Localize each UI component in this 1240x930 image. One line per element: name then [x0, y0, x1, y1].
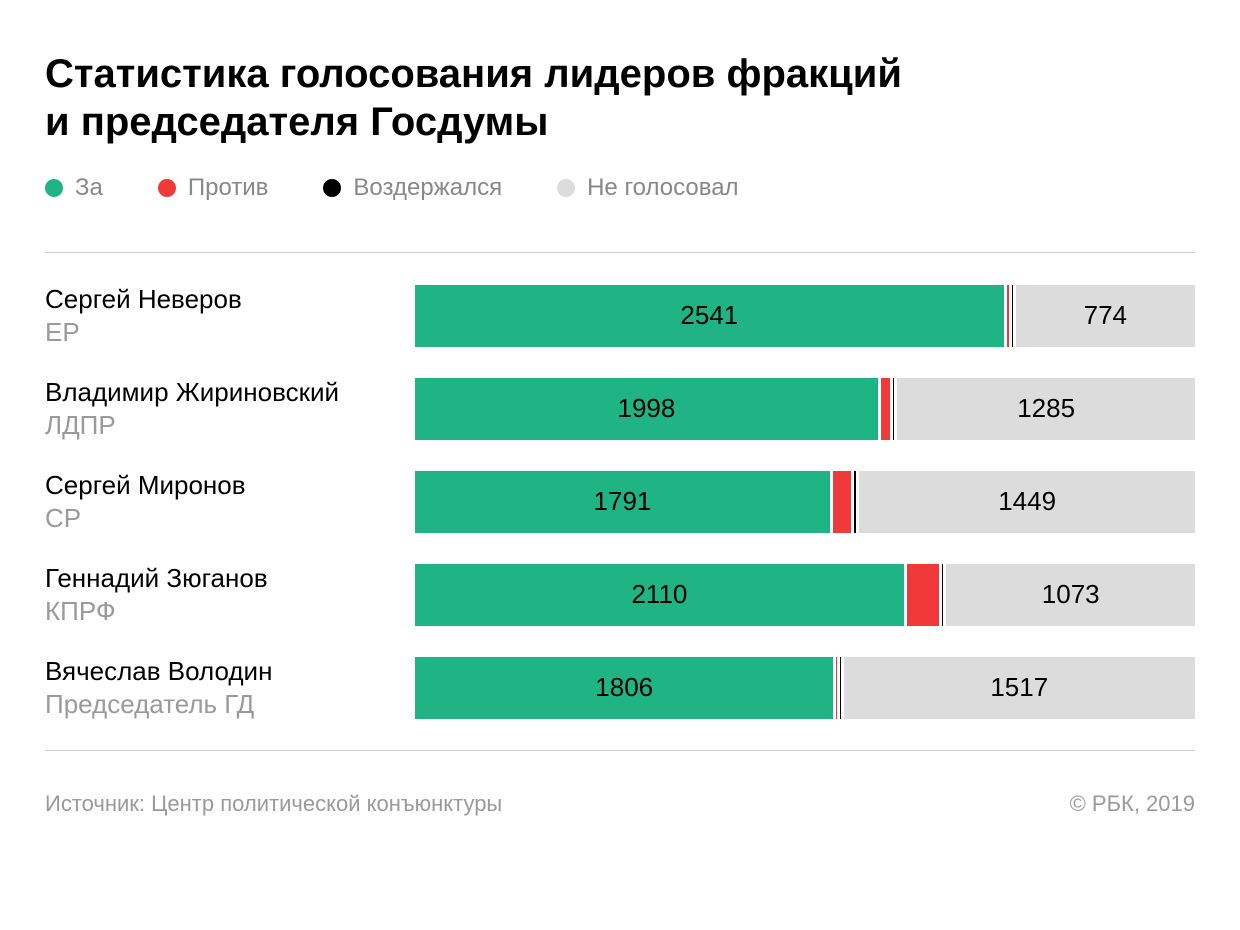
bar: 1998 1285 — [415, 378, 1195, 440]
bar-segment-for: 2541 — [415, 285, 1004, 347]
footer: Источник: Центр политической конъюнктуры… — [45, 791, 1195, 817]
row-name: Владимир Жириновский — [45, 376, 415, 409]
row-party: Председатель ГД — [45, 688, 415, 721]
bar: 1791 1449 — [415, 471, 1195, 533]
legend-dot-against — [158, 179, 176, 197]
legend-dot-abstain — [323, 179, 341, 197]
bar-segment-abstain — [1012, 285, 1013, 347]
chart-area: Сергей НеверовЕР2541774Владимир Жириновс… — [45, 252, 1195, 751]
chart-title: Статистика голосования лидеров фракций и… — [45, 50, 1195, 146]
bar-segment-abstain — [893, 378, 894, 440]
legend-dot-for — [45, 179, 63, 197]
legend-label-for: За — [75, 174, 103, 202]
bar-segment-novote: 1517 — [844, 657, 1195, 719]
source-text: Источник: Центр политической конъюнктуры — [45, 791, 502, 817]
bar-segment-novote: 1285 — [897, 378, 1195, 440]
chart-row: Сергей НеверовЕР2541774 — [45, 283, 1195, 348]
title-line-2: и председателя Госдумы — [45, 100, 548, 144]
bar-segment-for: 1791 — [415, 471, 830, 533]
row-party: СР — [45, 502, 415, 535]
bar: 2110 1073 — [415, 564, 1195, 626]
credit-text: © РБК, 2019 — [1070, 791, 1195, 817]
row-name: Сергей Миронов — [45, 469, 415, 502]
legend-item-for: За — [45, 174, 103, 202]
row-labels: Сергей НеверовЕР — [45, 283, 415, 348]
bar-segment-for: 1806 — [415, 657, 833, 719]
bar-segment-novote: 1073 — [946, 564, 1195, 626]
bar-segment-against — [1007, 285, 1009, 347]
chart-row: Вячеслав ВолодинПредседатель ГД18061517 — [45, 655, 1195, 720]
row-labels: Геннадий ЗюгановКПРФ — [45, 562, 415, 627]
bar-segment-for: 2110 — [415, 564, 904, 626]
bar-segment-abstain — [854, 471, 856, 533]
row-party: КПРФ — [45, 595, 415, 628]
chart-row: Сергей МироновСР1791 1449 — [45, 469, 1195, 534]
bar-segment-for: 1998 — [415, 378, 878, 440]
bar: 18061517 — [415, 657, 1195, 719]
legend: За Против Воздержался Не голосовал — [45, 174, 1195, 202]
row-labels: Вячеслав ВолодинПредседатель ГД — [45, 655, 415, 720]
bar: 2541774 — [415, 285, 1195, 347]
chart-row: Геннадий ЗюгановКПРФ2110 1073 — [45, 562, 1195, 627]
row-party: ЕР — [45, 316, 415, 349]
row-labels: Сергей МироновСР — [45, 469, 415, 534]
bar-segment-novote: 774 — [1016, 285, 1195, 347]
bar-segment-against — [881, 378, 890, 440]
row-name: Вячеслав Володин — [45, 655, 415, 688]
chart-row: Владимир ЖириновскийЛДПР1998 1285 — [45, 376, 1195, 441]
row-party: ЛДПР — [45, 409, 415, 442]
bar-segment-novote: 1449 — [859, 471, 1195, 533]
legend-item-abstain: Воздержался — [323, 174, 502, 202]
title-line-1: Статистика голосования лидеров фракций — [45, 52, 902, 96]
legend-item-against: Против — [158, 174, 269, 202]
legend-label-against: Против — [188, 174, 269, 202]
legend-dot-novote — [557, 179, 575, 197]
bar-segment-against — [833, 471, 852, 533]
bar-segment-against — [907, 564, 939, 626]
legend-item-novote: Не голосовал — [557, 174, 738, 202]
legend-label-novote: Не голосовал — [587, 174, 738, 202]
row-name: Сергей Неверов — [45, 283, 415, 316]
row-name: Геннадий Зюганов — [45, 562, 415, 595]
bar-segment-abstain — [942, 564, 943, 626]
legend-label-abstain: Воздержался — [353, 174, 502, 202]
row-labels: Владимир ЖириновскийЛДПР — [45, 376, 415, 441]
bar-segment-against — [836, 657, 837, 719]
